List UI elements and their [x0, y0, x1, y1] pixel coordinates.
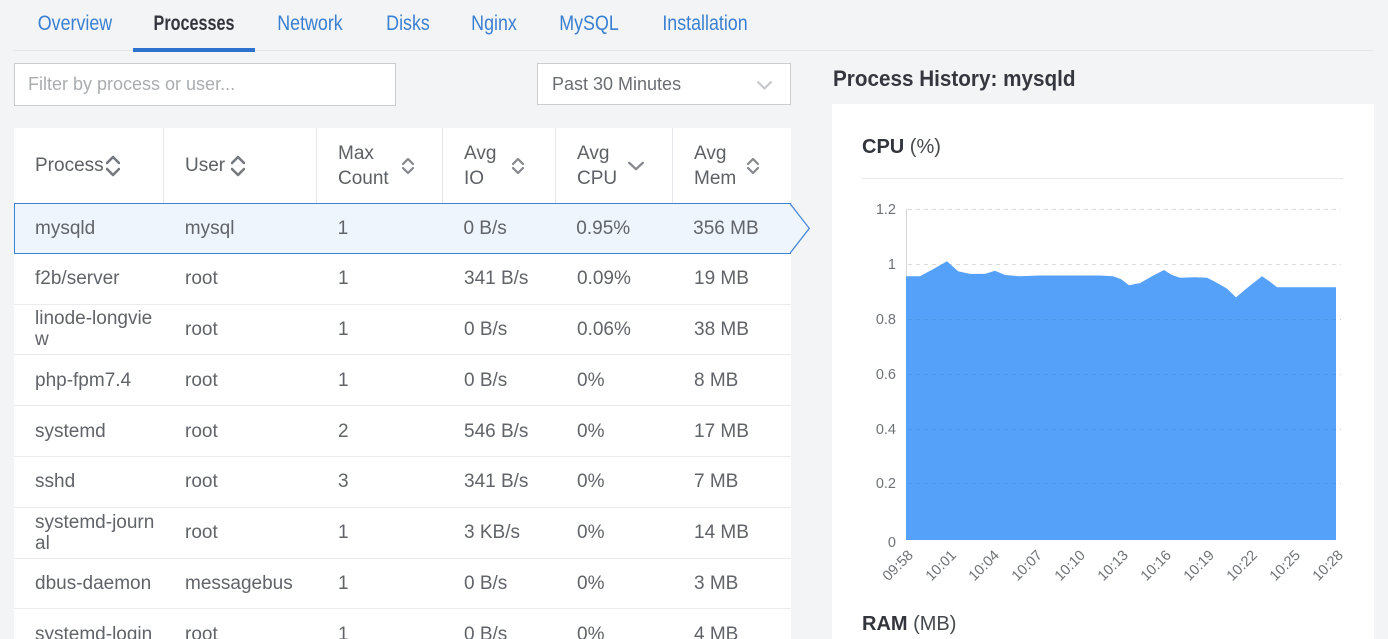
- svg-text:10:13: 10:13: [1095, 548, 1132, 585]
- svg-text:10:19: 10:19: [1181, 548, 1218, 585]
- svg-text:0.2: 0.2: [876, 476, 896, 492]
- svg-text:10:01: 10:01: [923, 548, 960, 585]
- svg-text:0.6: 0.6: [876, 367, 896, 383]
- svg-text:0.8: 0.8: [876, 312, 896, 328]
- svg-text:10:04: 10:04: [966, 548, 1003, 585]
- svg-text:1.2: 1.2: [876, 202, 896, 218]
- svg-text:10:22: 10:22: [1224, 548, 1261, 585]
- svg-text:10:25: 10:25: [1267, 548, 1304, 585]
- svg-text:0: 0: [888, 535, 896, 551]
- svg-text:10:28: 10:28: [1310, 548, 1347, 585]
- svg-text:0.4: 0.4: [876, 422, 896, 438]
- svg-text:1: 1: [888, 257, 896, 273]
- svg-text:10:16: 10:16: [1138, 548, 1175, 585]
- svg-text:10:07: 10:07: [1009, 548, 1046, 585]
- svg-text:10:10: 10:10: [1052, 548, 1089, 585]
- svg-text:09:58: 09:58: [880, 548, 917, 585]
